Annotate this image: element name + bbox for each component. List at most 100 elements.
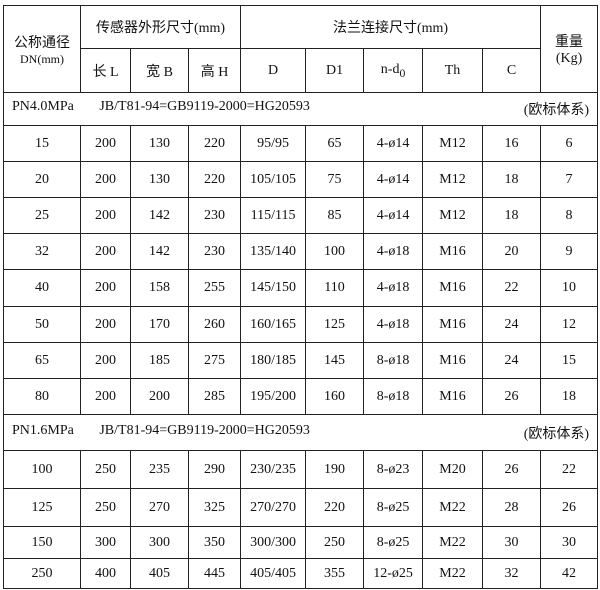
table-cell: 235 — [130, 450, 189, 489]
table-cell: 30 — [482, 526, 542, 559]
table-cell: 230/235 — [240, 450, 307, 489]
sensor-group-header: 传感器外形尺寸(mm) — [79, 5, 242, 49]
col-header-d: D — [240, 48, 307, 93]
table-cell: 85 — [305, 197, 365, 234]
table-row: 100 250 235 290 230/235 190 8-ø23 M20 26 22 — [3, 450, 599, 489]
table-cell: 100 — [3, 450, 81, 489]
section-header: PN1.6MPa JB/T81-94=GB9119-2000=HG20593 (… — [2, 414, 599, 451]
table-cell: 300/300 — [240, 526, 307, 559]
table-cell: 6 — [540, 125, 599, 162]
table-cell: 8-ø18 — [363, 378, 424, 415]
dimensions-table: 公称通径 DN(mm) 传感器外形尺寸(mm) 法兰连接尺寸(mm) 重量 (K… — [2, 5, 599, 589]
table-cell: 26 — [540, 488, 599, 527]
weight-header: 重量 (Kg) — [540, 5, 599, 93]
table-cell: 200 — [80, 197, 131, 234]
table-cell: 18 — [540, 378, 599, 415]
table-cell: 142 — [130, 197, 189, 234]
table-cell: 95/95 — [240, 125, 307, 162]
table-row: 15 200 130 220 95/95 65 4-ø14 M12 16 6 — [3, 125, 599, 162]
table-row: 25 200 142 230 115/115 85 4-ø14 M12 18 8 — [3, 197, 599, 234]
pressure-label: PN4.0MPa — [12, 99, 74, 114]
col-header-th: Th — [422, 48, 484, 93]
nd-text: n-d — [380, 61, 400, 77]
table-cell: 405/405 — [240, 558, 307, 589]
table-row: 20 200 130 220 105/105 75 4-ø14 M12 18 7 — [3, 161, 599, 198]
table-cell: 270/270 — [240, 488, 307, 527]
table-cell: 22 — [482, 269, 542, 307]
table-cell: 350 — [187, 526, 242, 559]
table-row: 80 200 200 285 195/200 160 8-ø18 M16 26 18 — [3, 378, 599, 415]
table-cell: 9 — [540, 233, 599, 270]
table-cell: 200 — [80, 233, 131, 270]
dn-label: 公称通径 — [14, 35, 70, 51]
table-row: 40 200 158 255 145/150 110 4-ø18 M16 22 10 — [3, 269, 599, 307]
table-cell: 7 — [540, 161, 599, 198]
table-cell: 220 — [187, 125, 242, 162]
table-cell: 200 — [80, 269, 131, 307]
table-cell: M16 — [422, 269, 484, 307]
table-cell: 32 — [482, 558, 542, 589]
table-cell: 26 — [482, 450, 542, 489]
section-row: PN4.0MPa JB/T81-94=GB9119-2000=HG20593 (… — [2, 92, 599, 126]
table-cell: 160 — [305, 378, 365, 415]
table-cell: M12 — [422, 125, 484, 162]
table-cell: 145 — [305, 342, 365, 379]
table-cell: 200 — [80, 161, 131, 198]
table-cell: 42 — [540, 558, 599, 589]
table-cell: 75 — [305, 161, 365, 198]
table-cell: 40 — [3, 269, 81, 307]
table-cell: 4-ø14 — [363, 161, 424, 198]
table-cell: 28 — [482, 488, 542, 527]
table-cell: 170 — [130, 306, 189, 343]
table-cell: 355 — [305, 558, 365, 589]
table-cell: 290 — [187, 450, 242, 489]
table-cell: 50 — [3, 306, 81, 343]
table-cell: 160/165 — [240, 306, 307, 343]
flange-group-header: 法兰连接尺寸(mm) — [240, 5, 542, 49]
table-cell: 230 — [187, 197, 242, 234]
table-cell: 15 — [3, 125, 81, 162]
table-cell: 300 — [130, 526, 189, 559]
table-cell: 65 — [305, 125, 365, 162]
table-cell: 110 — [305, 269, 365, 307]
table-cell: 100 — [305, 233, 365, 270]
table-cell: 26 — [482, 378, 542, 415]
table-cell: 8-ø23 — [363, 450, 424, 489]
col-header-b: 宽 B — [130, 48, 189, 93]
table-cell: 125 — [3, 488, 81, 527]
table-cell: M20 — [422, 450, 484, 489]
table-cell: 135/140 — [240, 233, 307, 270]
table-cell: 185 — [130, 342, 189, 379]
table-row: 250 400 405 445 405/405 355 12-ø25 M22 32 42 — [3, 558, 599, 589]
table-cell: 32 — [3, 233, 81, 270]
table-row: 125 250 270 325 270/270 220 8-ø25 M22 28 26 — [3, 488, 599, 527]
table-cell: 200 — [80, 306, 131, 343]
table-cell: 142 — [130, 233, 189, 270]
table-cell: 230 — [187, 233, 242, 270]
table-row: 32 200 142 230 135/140 100 4-ø18 M16 20 9 — [3, 233, 599, 270]
table-cell: 115/115 — [240, 197, 307, 234]
table-cell: 325 — [187, 488, 242, 527]
weight-label: 重量 — [555, 35, 584, 50]
dn-unit: DN(mm) — [20, 51, 64, 66]
table-cell: 15 — [540, 342, 599, 379]
table-cell: 250 — [80, 450, 131, 489]
table-cell: 300 — [80, 526, 131, 559]
table-cell: M12 — [422, 197, 484, 234]
table-cell: 220 — [305, 488, 365, 527]
table-cell: 25 — [3, 197, 81, 234]
col-header-d1: D1 — [305, 48, 365, 93]
table-cell: 260 — [187, 306, 242, 343]
table-cell: 12 — [540, 306, 599, 343]
table-cell: 20 — [482, 233, 542, 270]
table-cell: 158 — [130, 269, 189, 307]
table-cell: 195/200 — [240, 378, 307, 415]
table-cell: M22 — [422, 488, 484, 527]
table-cell: 4-ø14 — [363, 197, 424, 234]
table-cell: 4-ø14 — [363, 125, 424, 162]
table-row: 65 200 185 275 180/185 145 8-ø18 M16 24 15 — [3, 342, 599, 379]
col-header-l: 长 L — [80, 48, 131, 93]
standard-label: JB/T81-94=GB9119-2000=HG20593 — [99, 99, 310, 114]
table-cell: 200 — [80, 125, 131, 162]
table-cell: 10 — [540, 269, 599, 307]
